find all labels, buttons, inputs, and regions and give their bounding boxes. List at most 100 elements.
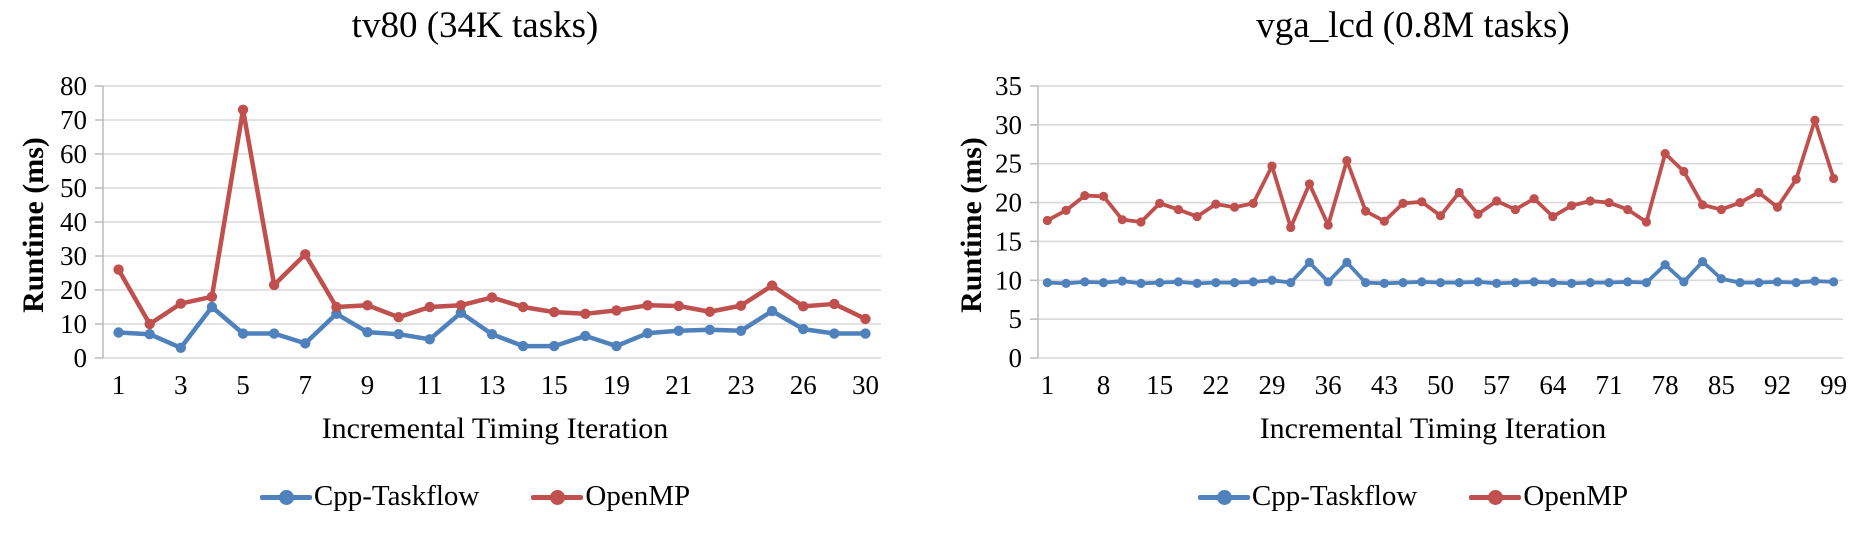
x-tick-label: 57 xyxy=(1483,370,1510,400)
data-point-openmp xyxy=(175,298,186,309)
x-tick-label: 50 xyxy=(1427,370,1454,400)
data-point-cpp-taskflow xyxy=(300,338,311,349)
x-tick-label: 1 xyxy=(112,370,126,400)
data-point-openmp xyxy=(829,298,840,310)
x-tick-label: 21 xyxy=(665,370,692,400)
data-point-cpp-taskflow xyxy=(1585,278,1595,288)
series-line-cpp-taskflow xyxy=(116,304,868,351)
data-point-openmp xyxy=(144,318,155,330)
data-point-openmp xyxy=(1679,166,1689,177)
data-point-cpp-taskflow xyxy=(1117,276,1127,286)
data-point-cpp-taskflow xyxy=(611,340,622,352)
data-point-openmp xyxy=(1379,216,1389,226)
data-point-cpp-taskflow xyxy=(1323,277,1333,287)
x-tick-label: 22 xyxy=(1202,370,1229,400)
legend-marker-line-icon xyxy=(531,488,584,506)
y-tick-label: 25 xyxy=(995,149,1022,179)
data-point-openmp xyxy=(393,312,404,323)
data-point-cpp-taskflow xyxy=(1192,278,1202,288)
chart-vga-lcd: vga_lcd (0.8M tasks) Runtime (ms) 0 5 10 15… xyxy=(938,0,1876,540)
data-point-openmp xyxy=(735,300,747,311)
data-point-cpp-taskflow xyxy=(1829,277,1839,287)
legend-item-openmp: OpenMP xyxy=(531,480,690,513)
data-point-openmp xyxy=(113,264,124,275)
data-point-cpp-taskflow xyxy=(1304,257,1315,268)
data-point-cpp-taskflow xyxy=(1566,278,1577,288)
data-point-cpp-taskflow xyxy=(1641,278,1652,288)
data-point-openmp xyxy=(1810,115,1820,125)
legend: Cpp-Taskflow OpenMP xyxy=(60,480,890,513)
legend-marker-line-icon xyxy=(1469,488,1522,506)
data-point-openmp xyxy=(1492,196,1502,206)
data-point-openmp xyxy=(1192,211,1202,222)
data-point-cpp-taskflow xyxy=(1379,278,1389,288)
data-point-openmp xyxy=(1623,204,1633,215)
y-tick-label: 0 xyxy=(74,343,88,373)
data-point-openmp xyxy=(1585,196,1595,206)
x-tick-label: 19 xyxy=(603,370,630,400)
data-point-cpp-taskflow xyxy=(206,301,218,313)
data-point-openmp xyxy=(673,300,684,312)
data-point-openmp xyxy=(1155,198,1165,208)
data-point-cpp-taskflow xyxy=(1080,277,1090,287)
x-tick-label: 15 xyxy=(541,370,568,400)
data-point-cpp-taskflow xyxy=(237,328,249,339)
data-point-openmp xyxy=(424,301,435,313)
legend-marker-line-icon xyxy=(259,488,312,506)
y-tick-label: 70 xyxy=(60,105,87,135)
data-point-openmp xyxy=(1061,205,1071,215)
data-point-cpp-taskflow xyxy=(1342,257,1352,268)
data-point-openmp xyxy=(1454,187,1464,198)
data-point-openmp xyxy=(1361,206,1371,216)
legend-label: Cpp-Taskflow xyxy=(1251,480,1418,512)
x-tick-label: 3 xyxy=(174,370,188,400)
data-point-openmp xyxy=(1735,197,1745,208)
data-point-openmp xyxy=(1248,198,1258,208)
data-point-openmp xyxy=(1829,173,1839,184)
y-tick-label: 60 xyxy=(60,139,87,169)
data-point-cpp-taskflow xyxy=(860,328,871,339)
data-point-openmp xyxy=(206,291,218,302)
plot-area: 0 5 10 15 20 25 30 35 1 8 15 22 29 36 43 50 57 64 71 78 85 92… xyxy=(995,71,1847,400)
data-point-cpp-taskflow xyxy=(735,325,747,336)
legend-marker-line-icon xyxy=(1197,488,1250,506)
data-point-cpp-taskflow xyxy=(362,326,373,338)
legend-label: OpenMP xyxy=(585,480,691,512)
data-point-openmp xyxy=(1286,222,1296,233)
data-point-cpp-taskflow xyxy=(1754,278,1764,288)
series-line-openmp xyxy=(116,107,868,327)
data-point-openmp xyxy=(1697,200,1708,210)
data-point-cpp-taskflow xyxy=(1229,278,1240,288)
data-point-cpp-taskflow xyxy=(1417,277,1427,287)
data-point-cpp-taskflow xyxy=(1660,260,1670,270)
data-point-openmp xyxy=(1229,202,1240,212)
data-point-cpp-taskflow xyxy=(455,307,467,318)
data-point-cpp-taskflow xyxy=(1155,278,1165,288)
data-point-openmp xyxy=(1641,217,1652,227)
data-point-openmp xyxy=(331,301,342,313)
data-point-openmp xyxy=(1304,179,1315,189)
data-point-openmp xyxy=(1173,204,1184,215)
data-point-cpp-taskflow xyxy=(517,340,529,352)
data-point-openmp xyxy=(1548,211,1558,222)
data-point-cpp-taskflow xyxy=(268,328,280,339)
data-point-cpp-taskflow xyxy=(1791,278,1801,288)
legend-item-cpp-taskflow: Cpp-Taskflow xyxy=(259,480,479,513)
data-point-openmp xyxy=(1267,161,1277,171)
data-point-openmp xyxy=(1435,211,1446,221)
y-tick-label: 0 xyxy=(1009,343,1023,373)
data-point-cpp-taskflow xyxy=(1548,278,1558,288)
data-point-openmp xyxy=(268,279,280,291)
data-point-cpp-taskflow xyxy=(673,325,684,336)
data-point-openmp xyxy=(1211,199,1221,209)
x-tick-label: 11 xyxy=(417,370,443,400)
data-point-cpp-taskflow xyxy=(144,329,155,340)
x-tick-label: 36 xyxy=(1315,370,1342,400)
y-tick-label: 50 xyxy=(60,173,87,203)
data-point-openmp xyxy=(1510,204,1520,215)
data-point-openmp xyxy=(860,313,871,325)
data-point-cpp-taskflow xyxy=(1248,277,1258,287)
data-point-openmp xyxy=(1791,174,1801,184)
data-point-openmp xyxy=(798,301,809,312)
